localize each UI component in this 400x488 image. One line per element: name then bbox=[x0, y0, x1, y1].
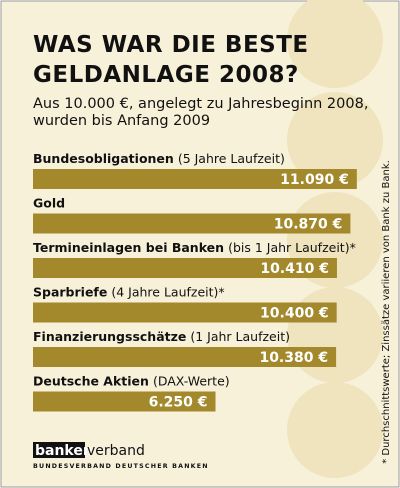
category-note: (DAX-Werte) bbox=[153, 374, 230, 389]
category-label: Termineinlagen bei Banken (bis 1 Jahr Lau… bbox=[33, 240, 356, 255]
category-label: Deutsche Aktien (DAX-Werte) bbox=[33, 374, 230, 389]
chart-title: GELDANLAGE 2008? bbox=[33, 62, 299, 88]
footnote: * Durchschnittswerte; Zinssätze variiere… bbox=[381, 160, 392, 464]
category-name: Sparbriefe bbox=[33, 285, 107, 300]
category-label: Sparbriefe (4 Jahre Laufzeit)* bbox=[33, 285, 225, 300]
category-label: Bundesobligationen (5 Jahre Laufzeit) bbox=[33, 151, 285, 166]
logo-text: verband bbox=[87, 443, 145, 459]
bar bbox=[33, 302, 337, 323]
category-label: Finanzierungsschätze (1 Jahr Laufzeit) bbox=[33, 329, 290, 344]
value-label: 10.400 € bbox=[260, 306, 329, 322]
value-label: 10.410 € bbox=[260, 261, 329, 277]
value-label: 6.250 € bbox=[149, 395, 208, 411]
decoration bbox=[287, 0, 383, 478]
category-name: Termineinlagen bei Banken bbox=[33, 240, 224, 255]
category-note: (bis 1 Jahr Laufzeit)* bbox=[228, 240, 356, 255]
category-name: Deutsche Aktien bbox=[33, 374, 149, 389]
bar bbox=[33, 391, 216, 412]
logo: banken verband BUNDESVERBAND DEUTSCHER B… bbox=[33, 442, 209, 470]
logo-text: banken bbox=[35, 443, 93, 459]
value-label: 11.090 € bbox=[280, 172, 349, 188]
category-name: Gold bbox=[33, 196, 65, 211]
logo-tagline: BUNDESVERBAND DEUTSCHER BANKEN bbox=[33, 463, 209, 470]
value-label: 10.870 € bbox=[274, 217, 343, 233]
category-note: (4 Jahre Laufzeit)* bbox=[111, 285, 224, 300]
category-note: (1 Jahr Laufzeit) bbox=[190, 329, 290, 344]
subtitle: Aus 10.000 €, angelegt zu Jahresbeginn 2… bbox=[33, 96, 368, 112]
chart-title: WAS WAR DIE BESTE bbox=[33, 32, 309, 58]
logo-box bbox=[33, 442, 85, 458]
bar bbox=[33, 258, 337, 278]
value-label: 10.380 € bbox=[259, 350, 328, 366]
category-name: Bundesobligationen bbox=[33, 151, 174, 166]
category-name: Finanzierungsschätze bbox=[33, 329, 186, 344]
bar bbox=[33, 169, 357, 189]
subtitle: wurden bis Anfang 2009 bbox=[33, 113, 210, 129]
category-note: (5 Jahre Laufzeit) bbox=[178, 151, 285, 166]
bar bbox=[33, 213, 351, 234]
category-label: Gold bbox=[33, 196, 65, 211]
bar bbox=[33, 347, 337, 367]
